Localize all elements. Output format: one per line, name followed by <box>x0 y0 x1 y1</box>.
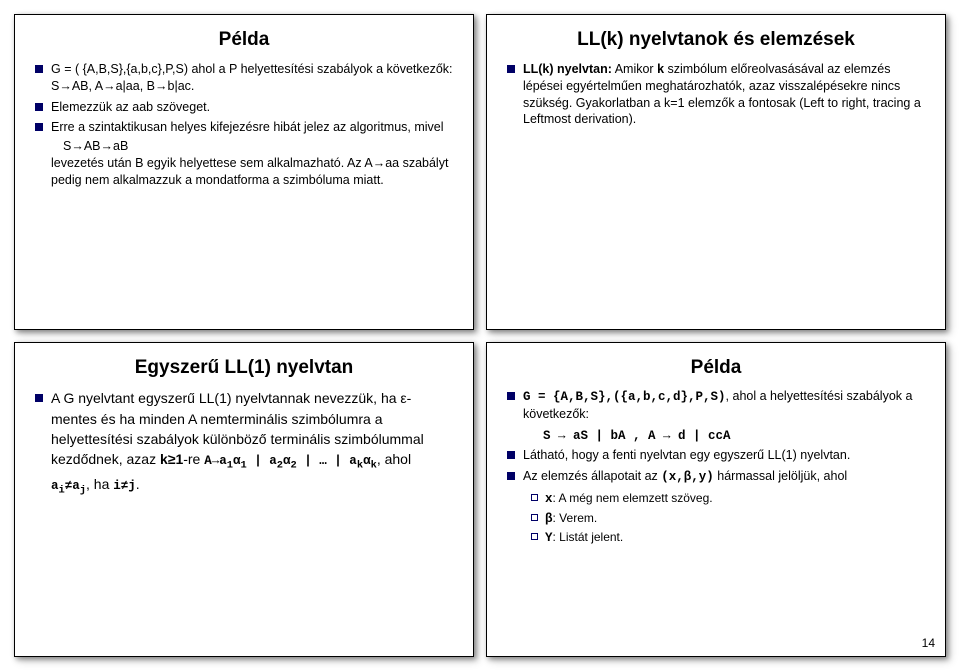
bullet-item: Látható, hogy a fenti nyelvtan egy egysz… <box>507 447 925 464</box>
sub-bullet-text: β: Verem. <box>545 510 925 528</box>
bullet-item: Az elemzés állapotait az (x,β,y) hármass… <box>507 468 925 486</box>
slide-body: G = ( {A,B,S},{a,b,c},P,S) ahol a P hely… <box>35 61 453 189</box>
indented-line: S→AB→aB <box>63 138 453 155</box>
bullet-icon <box>507 451 515 459</box>
slide-title: Példa <box>35 29 453 51</box>
bullet-item: G = {A,B,S},({a,b,c,d},P,S), ahol a hely… <box>507 388 925 423</box>
bullet-icon <box>507 472 515 480</box>
indented-line: S → aS | bA , A → d | ccA <box>543 427 925 445</box>
slide-title: Egyszerű LL(1) nyelvtan <box>35 357 453 379</box>
slide-body: LL(k) nyelvtan: Amikor k szimbólum előre… <box>507 61 925 129</box>
sub-bullet-icon <box>531 533 538 540</box>
bullet-item: Erre a szintaktikusan helyes kifejezésre… <box>35 119 453 189</box>
bullet-text: G = {A,B,S},({a,b,c,d},P,S), ahol a hely… <box>523 388 925 423</box>
bullet-text: Elemezzük az aab szöveget. <box>51 99 453 116</box>
bullet-icon <box>35 65 43 73</box>
bullet-item: LL(k) nyelvtan: Amikor k szimbólum előre… <box>507 61 925 129</box>
bullet-lead: Erre a szintaktikusan helyes kifejezésre… <box>51 120 444 134</box>
sub-bullet: x: A még nem elemzett szöveg. <box>531 490 925 508</box>
slide-4: Példa G = {A,B,S},({a,b,c,d},P,S), ahol … <box>486 342 946 658</box>
sub-bullet: Y: Listát jelent. <box>531 529 925 547</box>
bullet-item: G = ( {A,B,S},{a,b,c},P,S) ahol a P hely… <box>35 61 453 95</box>
sub-bullet-text: x: A még nem elemzett szöveg. <box>545 490 925 508</box>
bullet-icon <box>35 123 43 131</box>
slide-title: Példa <box>507 357 925 379</box>
bullet-icon <box>35 394 43 402</box>
slide-3: Egyszerű LL(1) nyelvtan A G nyelvtant eg… <box>14 342 474 658</box>
slide-body: A G nyelvtant egyszerű LL(1) nyelvtannak… <box>35 388 453 498</box>
bullet-icon <box>35 103 43 111</box>
sub-bullet-text: Y: Listát jelent. <box>545 529 925 547</box>
slide-body: G = {A,B,S},({a,b,c,d},P,S), ahol a hely… <box>507 388 925 547</box>
bullet-text: G = ( {A,B,S},{a,b,c},P,S) ahol a P hely… <box>51 61 453 95</box>
page-number: 14 <box>922 636 935 650</box>
slide-2: LL(k) nyelvtanok és elemzések LL(k) nyel… <box>486 14 946 330</box>
bullet-text: Az elemzés állapotait az (x,β,y) hármass… <box>523 468 925 486</box>
sub-bullet: β: Verem. <box>531 510 925 528</box>
bullet-item: Elemezzük az aab szöveget. <box>35 99 453 116</box>
bullet-icon <box>507 392 515 400</box>
bullet-icon <box>507 65 515 73</box>
bullet-text: Erre a szintaktikusan helyes kifejezésre… <box>51 119 453 189</box>
sub-bullet-icon <box>531 494 538 501</box>
slide-1: Példa G = ( {A,B,S},{a,b,c},P,S) ahol a … <box>14 14 474 330</box>
sub-bullet-icon <box>531 514 538 521</box>
bullet-item: A G nyelvtant egyszerű LL(1) nyelvtannak… <box>35 388 453 498</box>
slide-title: LL(k) nyelvtanok és elemzések <box>507 29 925 51</box>
bullet-text: LL(k) nyelvtan: Amikor k szimbólum előre… <box>523 61 925 129</box>
bullet-continuation: levezetés után B egyik helyettese sem al… <box>51 156 448 187</box>
bullet-text: Látható, hogy a fenti nyelvtan egy egysz… <box>523 447 925 464</box>
bullet-text: A G nyelvtant egyszerű LL(1) nyelvtannak… <box>51 388 453 498</box>
